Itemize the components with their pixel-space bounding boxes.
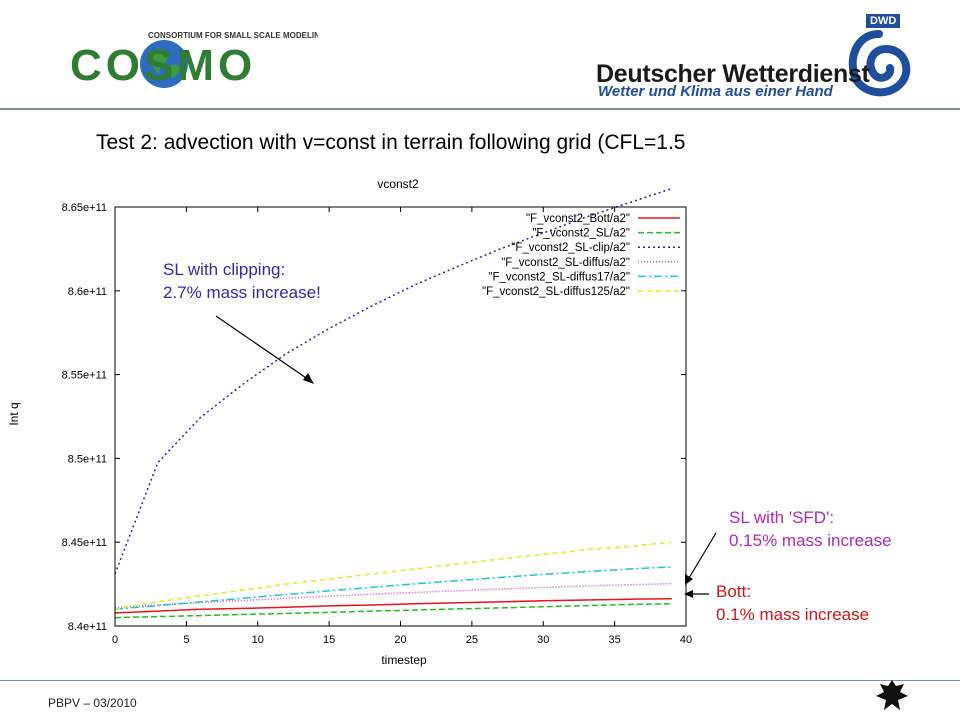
bott-annotation-line2: 0.1% mass increase (716, 605, 870, 624)
x-tick-label: 15 (323, 634, 335, 646)
series-line-4 (114, 566, 672, 610)
x-tick-label: 25 (466, 634, 478, 646)
clip-arrow (215, 315, 313, 383)
federal-eagle-icon (876, 680, 908, 710)
y-tick-label: 8.6e+11 (68, 286, 107, 298)
series-line-5 (114, 541, 672, 610)
dwd-swirl-icon (848, 30, 911, 97)
series-line-0 (114, 597, 672, 614)
slide-title: Test 2: advection with v=const in terrai… (96, 131, 686, 154)
legend-label-0: "F_vconst2_Bott/a2" (526, 213, 630, 225)
sfd-annotation-line1: SL with 'SFD': (729, 508, 835, 527)
bott-annotation-line1: Bott: (716, 582, 751, 601)
chart-title: vconst2 (377, 177, 419, 191)
legend-label-5: "F_vconst2_SL-diffus125/a2" (482, 286, 630, 298)
sfd-arrow (685, 532, 717, 584)
legend-label-2: "F_vconst2_SL-clip/a2" (511, 242, 630, 254)
footer-text: PBPV – 03/2010 (48, 696, 137, 710)
bott-arrowhead (684, 590, 693, 598)
clipping-annotation: SL with clipping: 2.7% mass increase! (163, 258, 321, 304)
legend-label-1: "F_vconst2_SL/a2" (532, 228, 630, 240)
series-line-2 (114, 187, 672, 575)
y-tick-label: 8.55e+11 (62, 370, 107, 382)
y-tick-label: 8.5e+11 (68, 453, 107, 465)
y-axis-label: Int q (7, 402, 21, 425)
y-tick-label: 8.45e+11 (62, 537, 107, 549)
dwd-abbr: DWD (866, 14, 901, 28)
sfd-annotation-line2: 0.15% mass increase (729, 531, 892, 550)
series-line-1 (114, 602, 672, 619)
cosmo-tagline: CONSORTIUM FOR SMALL SCALE MODELING (148, 31, 318, 40)
clipping-annotation-line1: SL with clipping: (163, 260, 286, 279)
footer-divider (0, 680, 960, 681)
sfd-arrowhead (685, 574, 693, 585)
clip-arrowhead (303, 373, 314, 384)
dwd-tagline: Wetter und Klima aus einer Hand (598, 83, 833, 100)
header-divider (0, 108, 960, 110)
y-tick-label: 8.65e+11 (62, 202, 107, 214)
x-tick-label: 10 (252, 634, 264, 646)
x-tick-label: 30 (537, 634, 549, 646)
sfd-annotation: SL with 'SFD': 0.15% mass increase (729, 506, 892, 552)
x-tick-label: 40 (680, 634, 692, 646)
legend-label-3: "F_vconst2_SL-diffus/a2" (501, 257, 630, 269)
x-axis-label: timestep (381, 653, 427, 667)
cosmo-wordmark: COSMO (70, 41, 256, 90)
dwd-name: Deutscher Wetterdienst (596, 60, 870, 88)
x-tick-label: 0 (112, 634, 118, 646)
y-tick-label: 8.4e+11 (68, 621, 107, 633)
clipping-annotation-line2: 2.7% mass increase! (163, 283, 321, 302)
x-tick-label: 35 (609, 634, 621, 646)
legend-label-4: "F_vconst2_SL-diffus17/a2" (488, 271, 630, 283)
bott-annotation: Bott: 0.1% mass increase (716, 580, 869, 626)
x-tick-label: 5 (183, 634, 189, 646)
x-tick-label: 20 (394, 634, 406, 646)
cosmo-logo: CONSORTIUM FOR SMALL SCALE MODELING COSM… (70, 31, 318, 90)
